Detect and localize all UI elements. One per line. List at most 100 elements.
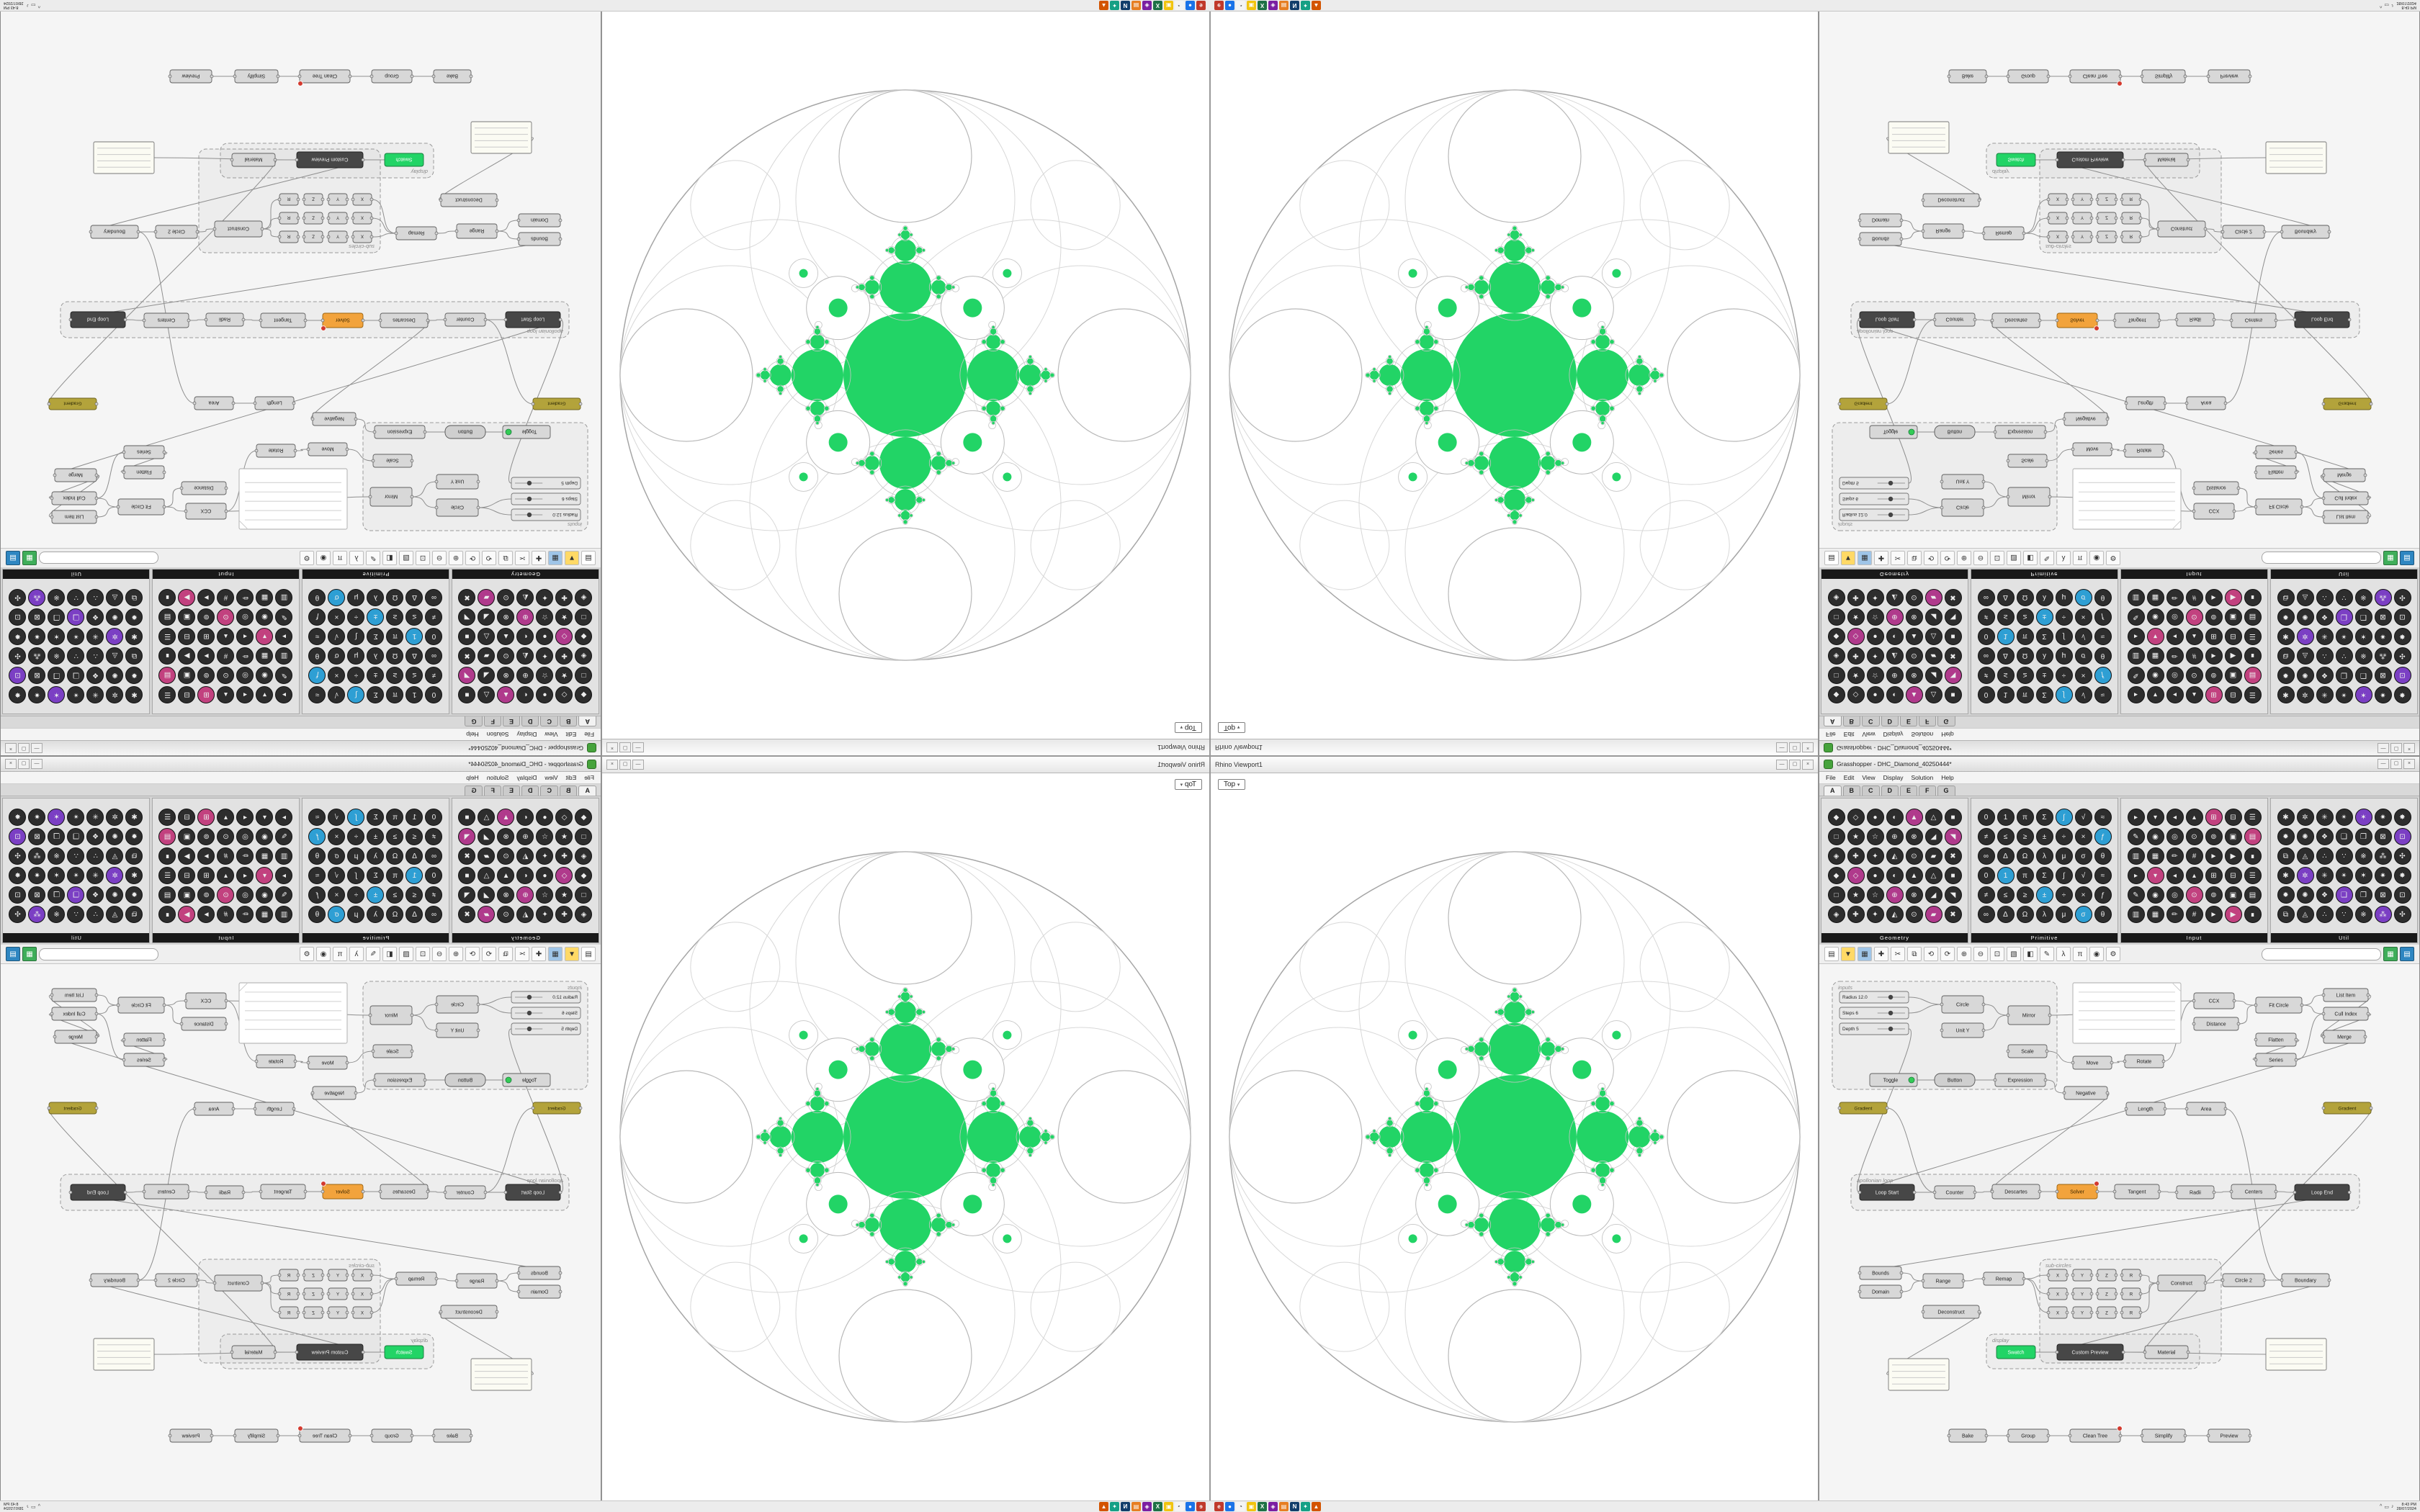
component-icon[interactable]: Σ — [2035, 809, 2053, 826]
component-icon[interactable]: ▴ — [2185, 686, 2203, 703]
component-icon[interactable]: ÷ — [347, 828, 365, 845]
component-icon[interactable]: ◐ — [1886, 686, 1904, 703]
component-icon[interactable]: ▦ — [2146, 589, 2164, 606]
component-icon[interactable]: ⊚ — [197, 667, 215, 684]
gh-node-clean-tree[interactable]: Clean Tree — [297, 69, 352, 86]
component-icon[interactable]: ▣ — [2224, 886, 2242, 904]
component-icon[interactable]: ❒ — [2354, 667, 2372, 684]
component-icon[interactable]: △ — [1924, 628, 1942, 645]
component-icon[interactable]: ≥ — [2016, 608, 2034, 626]
gh-node-radius-12-0[interactable]: Radius 12.0 — [511, 508, 581, 521]
component-icon[interactable]: ƒ — [2094, 667, 2112, 684]
component-icon[interactable]: ÷ — [2055, 886, 2073, 904]
gh-node-area[interactable]: Area — [2184, 396, 2228, 410]
component-icon[interactable]: ⊕ — [1886, 608, 1904, 626]
gh-node-counter[interactable]: Counter — [1932, 312, 1977, 327]
component-icon[interactable]: × — [328, 886, 346, 904]
gh-node-merge[interactable]: Merge — [2321, 1030, 2367, 1044]
gh-node-y[interactable]: Y — [2071, 1306, 2094, 1319]
component-icon[interactable]: ✦ — [1866, 647, 1884, 665]
component-icon[interactable]: ✴ — [67, 867, 85, 884]
component-icon[interactable]: ◂ — [2166, 867, 2184, 884]
component-icon[interactable]: ✖ — [458, 847, 476, 865]
gh-node-scribble[interactable] — [2072, 468, 2182, 530]
component-icon[interactable]: ◐ — [516, 809, 534, 826]
component-icon[interactable]: ❑ — [67, 886, 85, 904]
component-icon[interactable]: ▾ — [2146, 628, 2164, 645]
gh-node-z[interactable]: Z — [2095, 1306, 2118, 1319]
component-icon[interactable]: ⧉ — [125, 589, 143, 606]
component-icon[interactable]: ▶ — [178, 847, 196, 865]
taskbar-app-icon[interactable]: N — [1290, 1502, 1299, 1511]
component-icon[interactable]: ⊡ — [9, 828, 27, 845]
component-icon[interactable]: ▸ — [2127, 686, 2145, 703]
component-icon[interactable]: Δ — [1996, 589, 2015, 606]
component-icon[interactable]: ● — [1866, 867, 1884, 884]
component-icon[interactable]: ✎ — [275, 667, 293, 684]
component-icon[interactable]: ≥ — [386, 886, 404, 904]
component-icon[interactable]: × — [2074, 828, 2092, 845]
component-icon[interactable]: ⧉ — [2277, 589, 2295, 606]
gh-node-clean-tree[interactable]: Clean Tree — [2068, 69, 2123, 86]
component-icon[interactable]: ✶ — [2354, 867, 2372, 884]
component-icon[interactable]: 1 — [1996, 686, 2015, 703]
gh-node-x[interactable]: X — [2046, 1287, 2069, 1300]
gh-node-bounds[interactable]: Bounds — [1857, 232, 1904, 246]
gh-node-domain[interactable]: Domain — [1857, 213, 1904, 228]
gh-node-z[interactable]: Z — [2095, 212, 2118, 225]
component-icon[interactable]: ≈ — [308, 867, 326, 884]
component-tab[interactable]: E — [502, 716, 520, 726]
gh-node-area[interactable]: Area — [192, 396, 236, 410]
tray-icon[interactable]: ♪ — [2390, 1503, 2394, 1509]
toolbar-icon[interactable]: ⧉ — [1907, 947, 1922, 961]
component-icon[interactable]: ✳ — [2316, 628, 2334, 645]
gh-node-material[interactable]: Material — [2143, 1345, 2190, 1359]
component-icon[interactable]: ⊕ — [1886, 886, 1904, 904]
taskbar-app-icon[interactable]: ✦ — [1301, 1502, 1310, 1511]
component-icon[interactable]: ⊡ — [2393, 667, 2411, 684]
toolbar-icon[interactable]: ⊡ — [416, 947, 430, 961]
component-icon[interactable]: ✷ — [2374, 809, 2392, 826]
gh-node-ccx[interactable]: CCX — [184, 503, 228, 520]
gh-node-y[interactable]: Y — [2071, 193, 2094, 206]
component-icon[interactable]: ✱ — [2277, 686, 2295, 703]
component-icon[interactable]: ◢ — [478, 608, 496, 626]
component-icon[interactable]: 0 — [1977, 628, 1995, 645]
toolbar-icon[interactable]: π — [2073, 947, 2087, 961]
component-icon[interactable]: ► — [197, 589, 215, 606]
gh-node-scribble[interactable] — [238, 468, 348, 530]
taskbar-app-icon[interactable]: ✦ — [1301, 1, 1310, 10]
component-icon[interactable]: ✣ — [9, 589, 27, 606]
gh-node-area[interactable]: Area — [192, 1102, 236, 1116]
component-icon[interactable]: ✶ — [48, 867, 66, 884]
gh-node-ccx[interactable]: CCX — [2192, 503, 2236, 520]
menu-item[interactable]: Display — [1883, 774, 1904, 781]
component-icon[interactable]: ▣ — [178, 828, 196, 845]
component-icon[interactable]: ⊚ — [197, 886, 215, 904]
toolbar-button[interactable]: ▤ — [2400, 947, 2414, 961]
component-icon[interactable]: ≈ — [2094, 686, 2112, 703]
component-icon[interactable]: □ — [575, 828, 593, 845]
component-icon[interactable]: ◢ — [1924, 667, 1942, 684]
component-icon[interactable]: ● — [536, 628, 554, 645]
taskbar-app-icon[interactable]: ▤ — [1131, 1, 1141, 10]
gh-node-steps-6[interactable]: Steps 6 — [511, 492, 581, 505]
component-tab[interactable]: B — [560, 786, 578, 796]
gh-node-mirror[interactable]: Mirror — [368, 1005, 414, 1025]
component-icon[interactable]: Ω — [2016, 647, 2034, 665]
toolbar-icon[interactable]: ⊖ — [1973, 947, 1988, 961]
toolbar-icon[interactable]: ⊕ — [1957, 551, 1971, 565]
component-tab[interactable]: G — [465, 786, 483, 796]
component-icon[interactable]: ⊠ — [28, 667, 46, 684]
component-icon[interactable]: ❖ — [86, 608, 104, 626]
component-icon[interactable]: λ — [2035, 847, 2053, 865]
close-button[interactable]: × — [1802, 760, 1814, 770]
component-icon[interactable]: □ — [1827, 608, 1845, 626]
component-icon[interactable]: # — [217, 847, 235, 865]
toolbar-icon[interactable]: ⧉ — [1907, 551, 1922, 565]
gh-node-y[interactable]: Y — [2071, 1287, 2094, 1300]
component-icon[interactable]: ⊠ — [2374, 667, 2392, 684]
gh-node-descartes[interactable]: Descartes — [1990, 1184, 2042, 1200]
component-icon[interactable]: ◈ — [575, 847, 593, 865]
component-icon[interactable]: △ — [478, 809, 496, 826]
